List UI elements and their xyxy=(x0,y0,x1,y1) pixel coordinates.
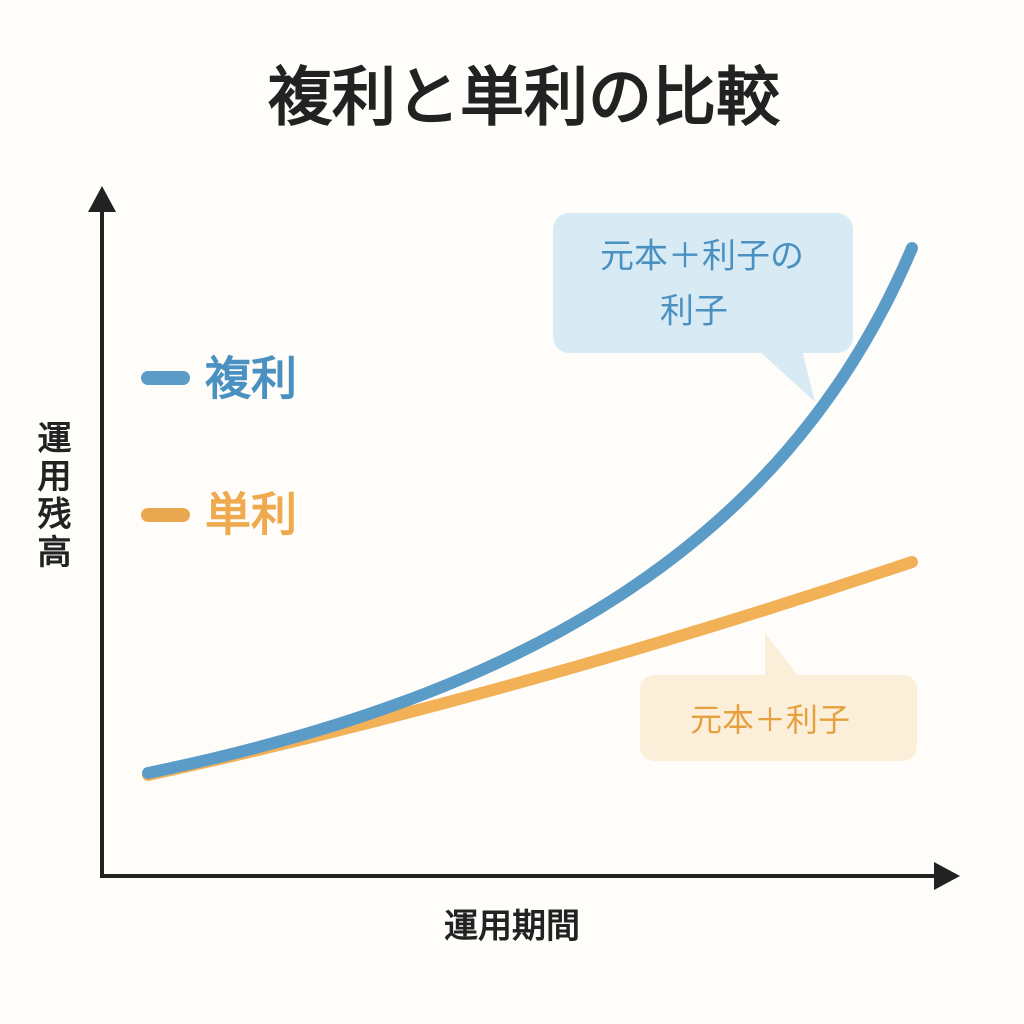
legend-label: 複利 xyxy=(205,352,297,406)
compound-callout: 元本＋利子の 利子 xyxy=(553,213,853,402)
x-axis-label: 運用期間 xyxy=(444,907,580,947)
title: 複利と単利の比較 xyxy=(268,62,781,136)
callout-box xyxy=(553,213,853,353)
simple-callout: 元本＋利子 xyxy=(640,633,917,761)
callout-tail xyxy=(758,350,815,402)
legend-label: 単利 xyxy=(205,488,297,542)
compound-interest-curve xyxy=(142,242,918,779)
x-axis-arrow xyxy=(934,862,960,890)
y-axis-arrow xyxy=(88,186,116,212)
callout-text: 元本＋利子の xyxy=(600,237,804,277)
callout-box xyxy=(640,675,917,761)
y-axis-label: 運用残高 xyxy=(31,420,71,572)
callout-text: 利子 xyxy=(660,292,728,332)
callout-text: 元本＋利子 xyxy=(690,701,850,739)
callout-tail xyxy=(765,633,800,678)
